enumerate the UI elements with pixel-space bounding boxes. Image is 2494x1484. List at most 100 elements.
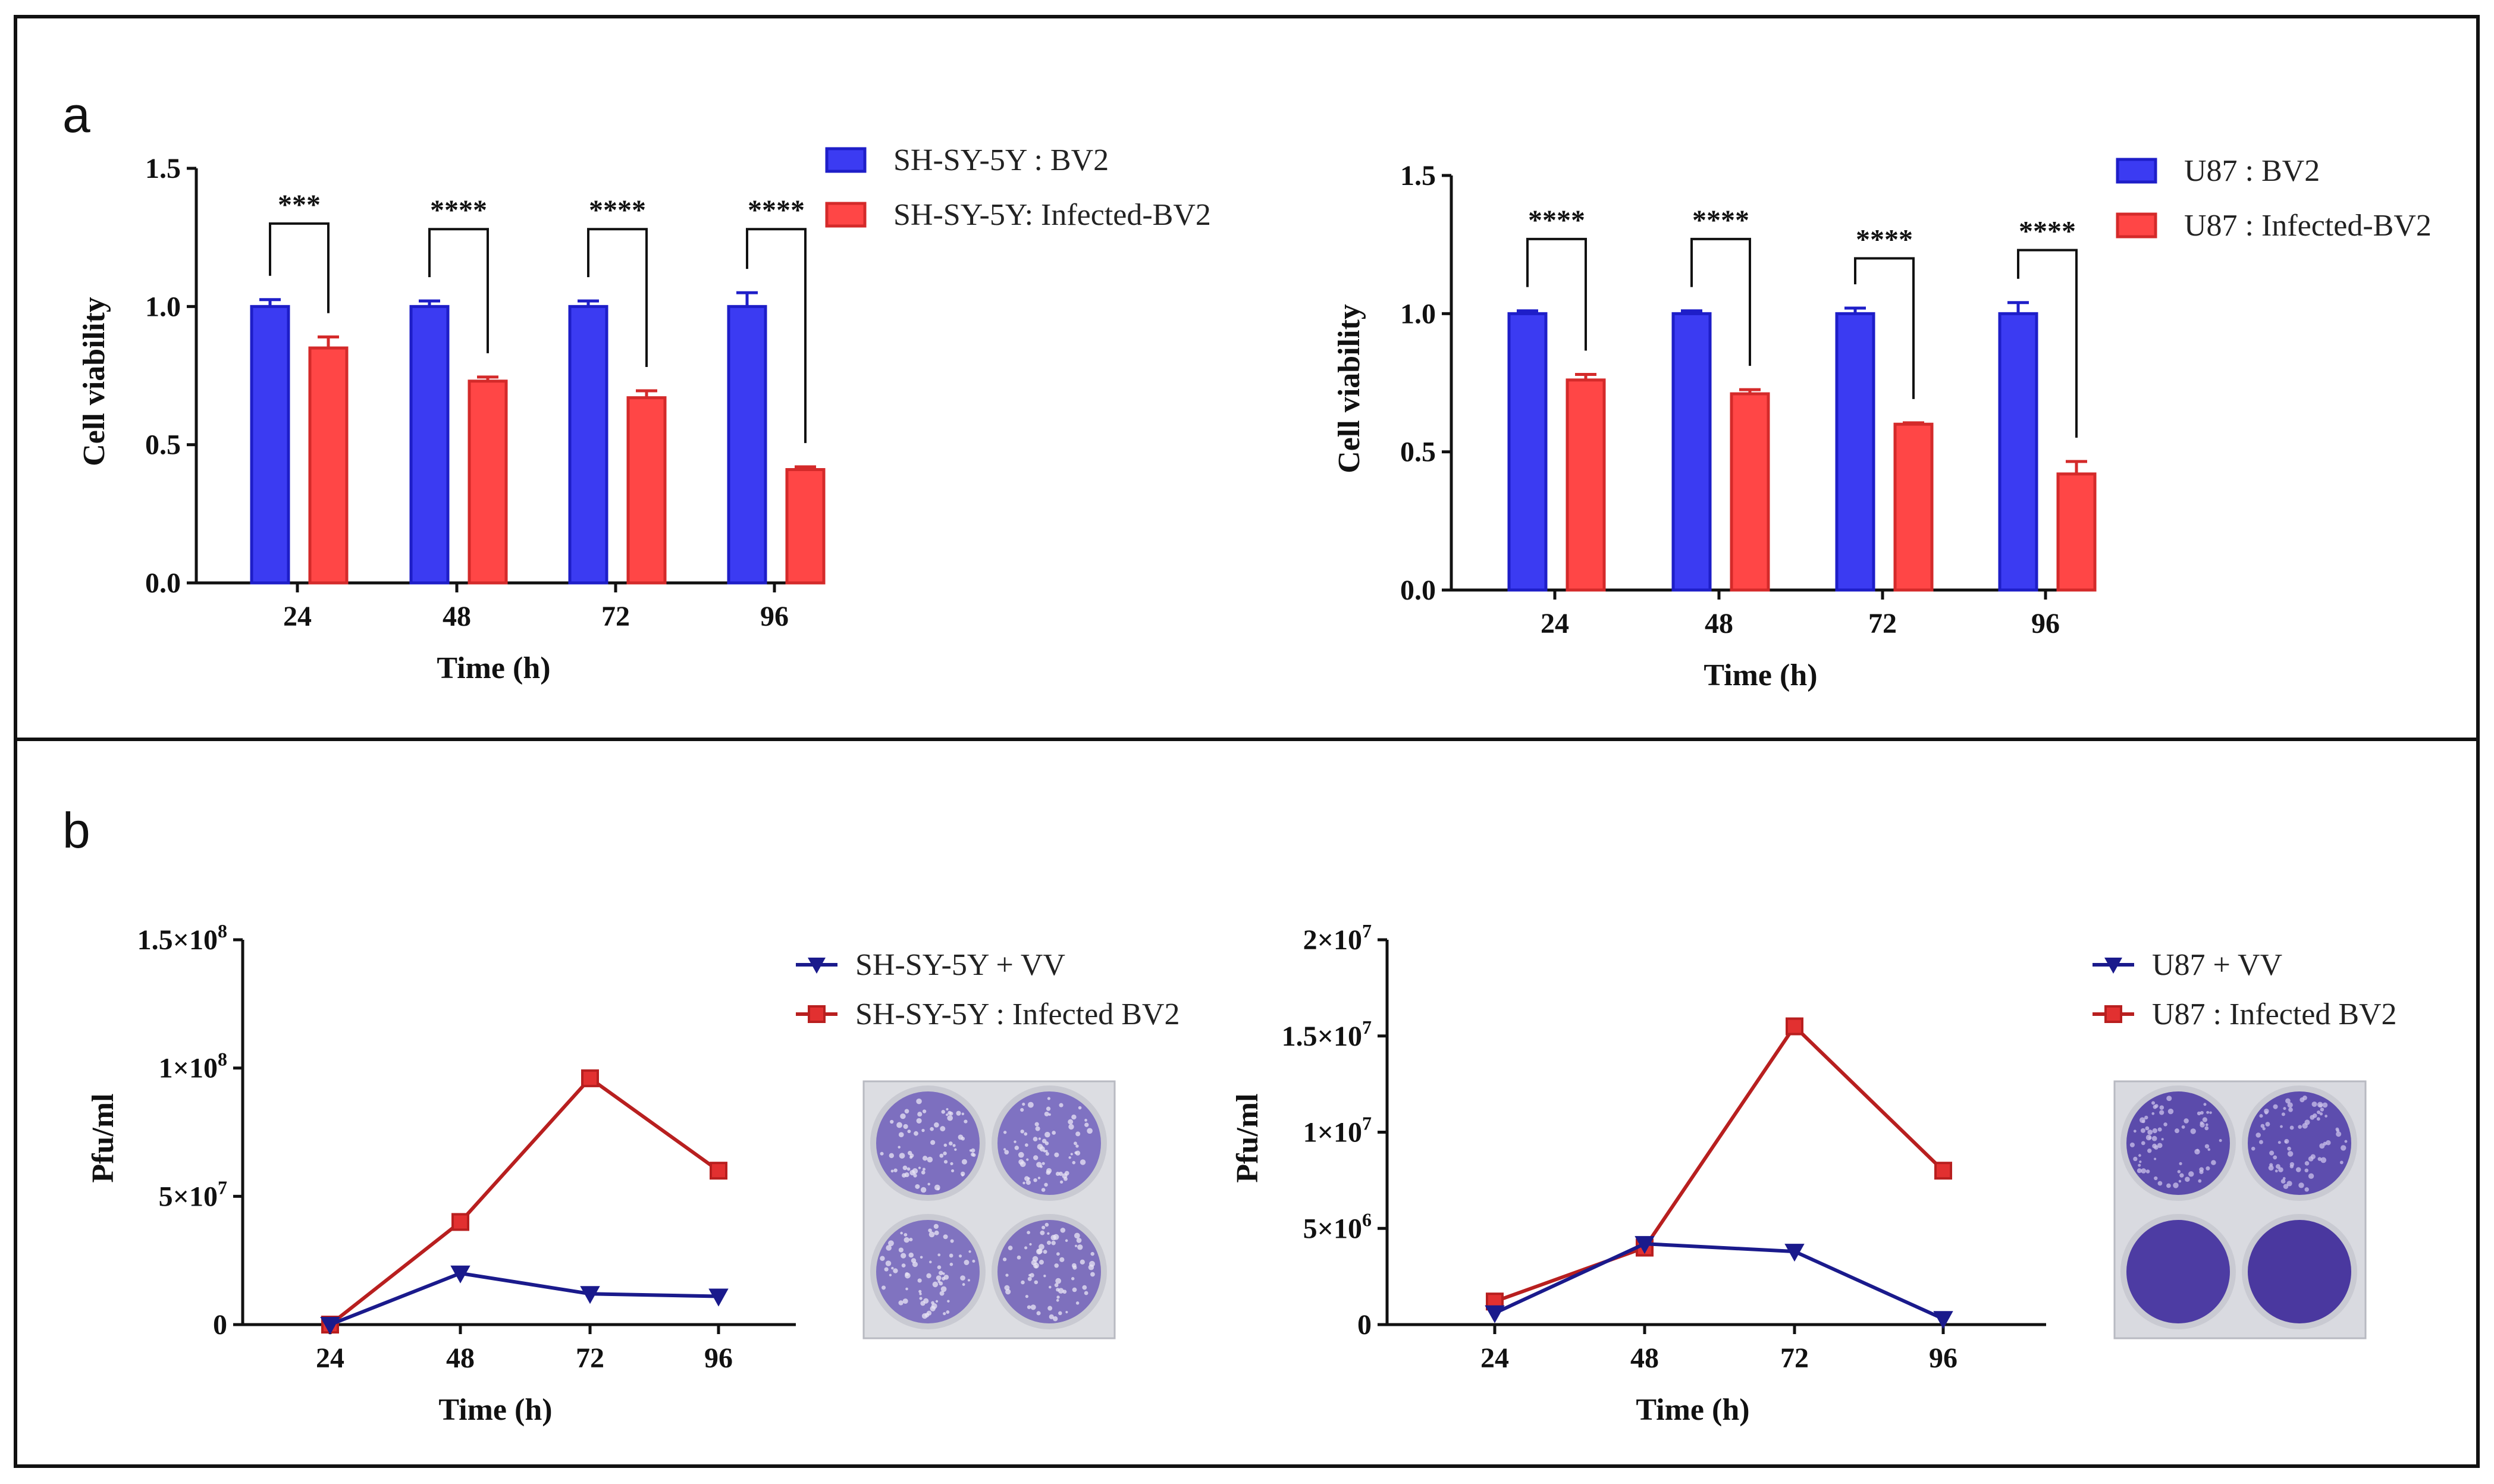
plaque-speckle (885, 1260, 892, 1266)
plaque-speckle (2207, 1148, 2211, 1151)
plaque-speckle (926, 1273, 931, 1279)
bar (1893, 422, 1934, 592)
plaque-speckle (2287, 1146, 2291, 1151)
plaque-speckle (1037, 1176, 1041, 1179)
plaque-speckle (933, 1223, 939, 1229)
plaque-speckle (946, 1310, 950, 1314)
y-tick-exponent: 6 (1362, 1209, 1372, 1230)
plaque-speckle (942, 1276, 946, 1281)
plaque-speckle (2302, 1123, 2308, 1129)
plaque-speckle (1054, 1283, 1059, 1288)
plaque-speckle (971, 1148, 975, 1153)
plaque-speckle (1074, 1141, 1077, 1146)
bar (1671, 312, 1712, 592)
plaque-speckle (2298, 1125, 2302, 1129)
plaque-speckle (1047, 1306, 1053, 1311)
plaque-speckle (2335, 1127, 2339, 1131)
panel-a-frame (14, 15, 2480, 741)
plaque-speckle (960, 1171, 965, 1176)
plaque-speckle (921, 1313, 928, 1319)
plaque-speckle (884, 1267, 889, 1272)
significance-bracket (269, 222, 330, 313)
bar (568, 305, 608, 585)
y-tick-label: 0.5 (1400, 437, 1436, 468)
plaque-speckle (1003, 1257, 1007, 1262)
plaque-speckle (1071, 1114, 1077, 1120)
plaque-speckle (2181, 1125, 2185, 1129)
plaque-speckle (1074, 1244, 1078, 1247)
plaque-speckle (921, 1128, 925, 1132)
y-tick-label: 5×107 (159, 1176, 227, 1212)
plaque-speckle (967, 1279, 971, 1282)
plaque-speckle (2258, 1140, 2263, 1144)
plaque-speckle (2138, 1163, 2141, 1167)
plaque-speckle (1075, 1301, 1080, 1305)
plaque-speckle (964, 1260, 970, 1265)
plaque-speckle (1008, 1245, 1013, 1250)
plaque-speckle (2341, 1145, 2346, 1151)
data-point (1934, 1162, 1952, 1180)
plaque-speckle (1034, 1265, 1038, 1269)
plaque-speckle (1022, 1102, 1025, 1106)
bar-chart-sh-sy-5y: 0.00.51.01.524 48 72 96*** **** **** ****Time … (77, 143, 1211, 685)
plaque-speckle (939, 1270, 943, 1276)
plaque-speckle (1054, 1152, 1059, 1157)
plaque-speckle (898, 1247, 904, 1253)
plaque-speckle (1054, 1263, 1059, 1268)
legend-swatch (2116, 212, 2157, 239)
plaque-speckle (1024, 1132, 1028, 1136)
data-point (1786, 1017, 1803, 1036)
plaque-speckle (2269, 1150, 2275, 1156)
plaque-speckle (886, 1245, 892, 1251)
series-line (1494, 1242, 1944, 1321)
plaque-speckle (2145, 1169, 2150, 1174)
plaque-speckle (2145, 1126, 2150, 1131)
plaque-speckle (1044, 1131, 1050, 1138)
plaque-speckle (1046, 1106, 1051, 1111)
plaque-speckle (901, 1253, 906, 1259)
plaque-speckle (926, 1310, 932, 1316)
plaque-speckle (1033, 1155, 1039, 1160)
series-line (1494, 1023, 1945, 1304)
plaque-speckle (1045, 1150, 1048, 1153)
plaque-speckle (2280, 1125, 2283, 1128)
plaque-speckle (2280, 1179, 2286, 1184)
plaque-speckle (2265, 1122, 2270, 1127)
y-tick-label: 1.5×107 (1282, 1016, 1372, 1052)
plaque-speckle (2140, 1128, 2145, 1133)
plaque-speckle (2141, 1141, 2145, 1146)
x-tick-label: 96 (760, 601, 789, 632)
plaque-speckle (903, 1124, 908, 1130)
plaque-speckle (1059, 1180, 1064, 1184)
plaque-speckle (1060, 1228, 1066, 1233)
plaque-speckle (927, 1182, 930, 1186)
significance-bracket (587, 228, 648, 368)
plaque-speckle (970, 1152, 975, 1157)
plaque-speckle (2147, 1130, 2153, 1135)
bar (1566, 378, 1606, 592)
significance-label: **** (748, 194, 805, 226)
plaque-speckle (1049, 1285, 1052, 1289)
plaque-speckle (2151, 1135, 2157, 1141)
plaque-speckle (935, 1300, 939, 1303)
bar (626, 396, 667, 585)
plaque-speckle (900, 1113, 906, 1119)
plaque-speckle (901, 1263, 906, 1268)
x-tick-label: 96 (1929, 1342, 1957, 1374)
plaque-speckle (2259, 1114, 2263, 1118)
plaque-speckle (2151, 1112, 2155, 1115)
plaque-speckle (2138, 1154, 2141, 1157)
plaque-speckle (932, 1281, 939, 1288)
data-point (1933, 1311, 1953, 1329)
plaque-speckle (951, 1169, 955, 1173)
plaque-speckle (918, 1166, 921, 1169)
plaque-speckle (2188, 1171, 2194, 1177)
legend-label: U87 : BV2 (2184, 154, 2320, 188)
y-tick-label: 0.0 (145, 567, 181, 599)
plaque-speckle (920, 1256, 923, 1259)
plaque-speckle (956, 1110, 961, 1116)
plaque-speckle (1025, 1295, 1029, 1298)
data-point (710, 1162, 727, 1180)
